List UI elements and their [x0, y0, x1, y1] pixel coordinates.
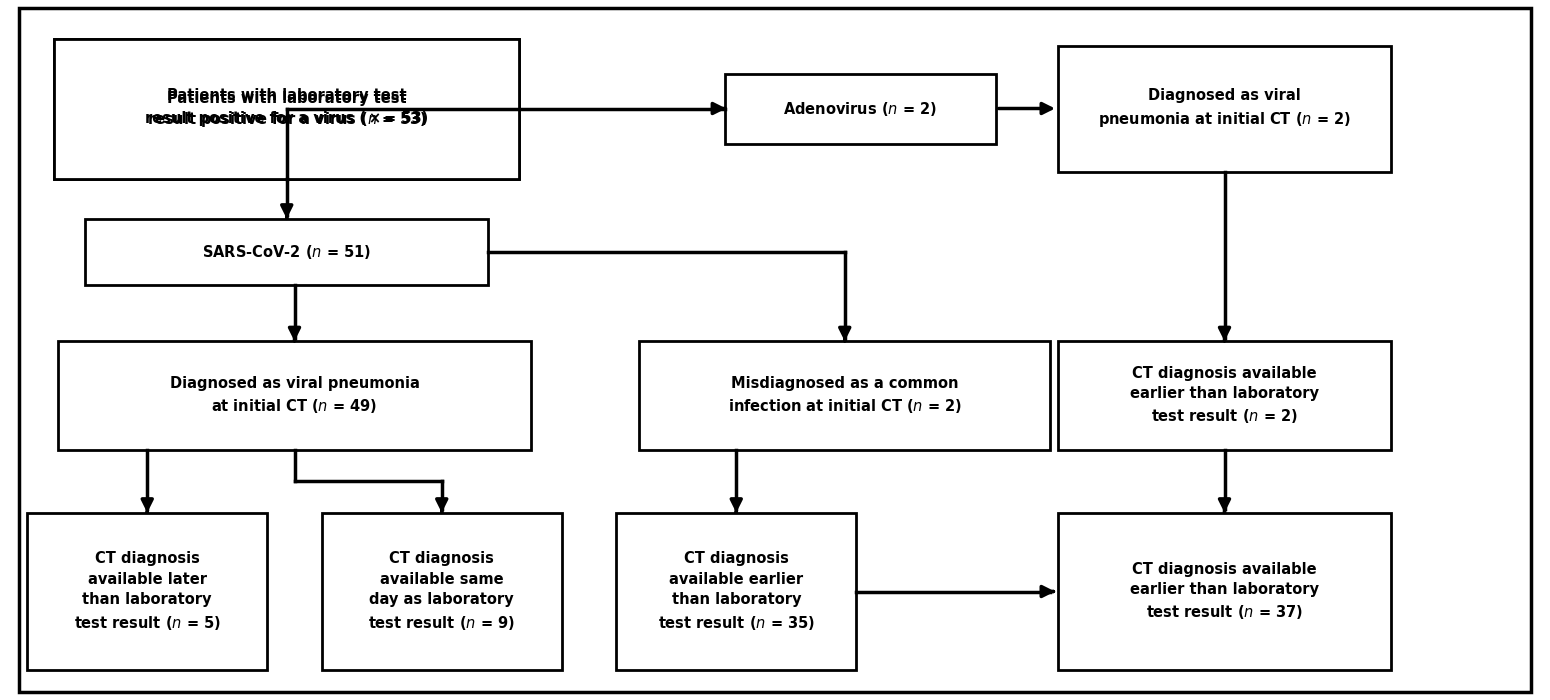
FancyBboxPatch shape — [54, 38, 519, 178]
FancyBboxPatch shape — [725, 74, 997, 144]
Text: Diagnosed as viral
pneumonia at initial CT ($n$ = 2): Diagnosed as viral pneumonia at initial … — [1097, 88, 1352, 129]
Text: CT diagnosis
available later
than laboratory
test result ($n$ = 5): CT diagnosis available later than labora… — [74, 552, 220, 631]
FancyBboxPatch shape — [59, 342, 530, 450]
Text: CT diagnosis available
earlier than laboratory
test result ($n$ = 2): CT diagnosis available earlier than labo… — [1130, 365, 1319, 426]
FancyBboxPatch shape — [1057, 46, 1392, 172]
FancyBboxPatch shape — [617, 512, 856, 671]
Text: Patients with laboratory test
result positive for a virus ( × = 53): Patients with laboratory test result pos… — [146, 91, 428, 126]
Text: Patients with laboratory test
result positive for a virus ($n$ = 53): Patients with laboratory test result pos… — [147, 88, 426, 129]
Text: Misdiagnosed as a common
infection at initial CT ($n$ = 2): Misdiagnosed as a common infection at in… — [728, 376, 961, 415]
FancyBboxPatch shape — [321, 512, 561, 671]
Text: CT diagnosis
available same
day as laboratory
test result ($n$ = 9): CT diagnosis available same day as labor… — [369, 552, 515, 631]
FancyBboxPatch shape — [19, 8, 1531, 692]
Text: CT diagnosis available
earlier than laboratory
test result ($n$ = 37): CT diagnosis available earlier than labo… — [1130, 561, 1319, 622]
FancyBboxPatch shape — [54, 38, 519, 178]
Text: SARS-CoV-2 ($n$ = 51): SARS-CoV-2 ($n$ = 51) — [202, 243, 372, 261]
Text: CT diagnosis
available earlier
than laboratory
test result ($n$ = 35): CT diagnosis available earlier than labo… — [657, 552, 815, 631]
Text: Adenovirus ($n$ = 2): Adenovirus ($n$ = 2) — [783, 99, 938, 118]
FancyBboxPatch shape — [639, 342, 1051, 450]
Text: Diagnosed as viral pneumonia
at initial CT ($n$ = 49): Diagnosed as viral pneumonia at initial … — [169, 376, 420, 415]
FancyBboxPatch shape — [1057, 512, 1392, 671]
FancyBboxPatch shape — [28, 512, 267, 671]
FancyBboxPatch shape — [85, 218, 488, 286]
FancyBboxPatch shape — [1057, 342, 1392, 450]
